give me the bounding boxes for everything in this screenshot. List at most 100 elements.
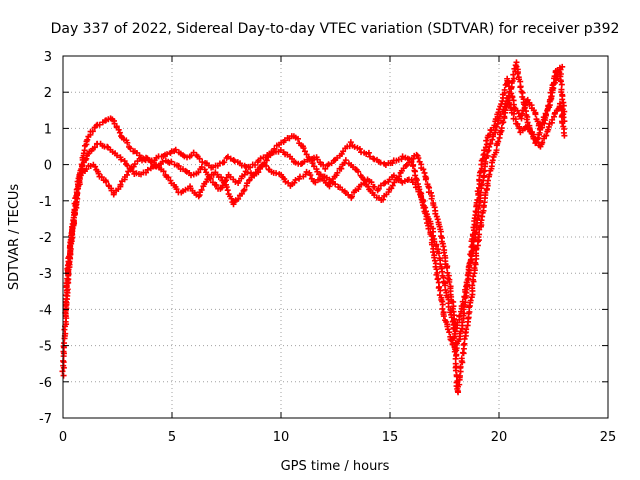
data-point	[441, 249, 448, 256]
data-point	[355, 168, 362, 175]
data-point	[461, 335, 468, 342]
data-point	[489, 136, 496, 143]
data-point	[417, 192, 424, 199]
y-tick-label: -1	[39, 195, 52, 210]
data-point	[271, 145, 278, 152]
x-tick-label: 10	[273, 430, 290, 445]
data-point	[526, 125, 533, 132]
data-point	[510, 71, 517, 78]
data-point	[371, 183, 378, 190]
data-point	[482, 158, 489, 165]
y-tick-label: -7	[39, 412, 52, 427]
data-point	[535, 135, 542, 142]
data-point	[415, 155, 422, 162]
data-point	[153, 163, 160, 170]
data-point	[115, 126, 122, 133]
data-point	[469, 282, 476, 289]
y-tick-label: 1	[44, 122, 52, 137]
data-point	[257, 155, 264, 162]
data-point	[516, 125, 523, 132]
data-point	[486, 171, 493, 178]
data-point	[451, 334, 458, 341]
data-point	[364, 183, 371, 190]
data-point	[173, 186, 180, 193]
data-point	[358, 181, 365, 188]
data-point	[486, 143, 493, 150]
data-point	[410, 155, 417, 162]
data-point	[70, 214, 77, 221]
data-point	[470, 273, 477, 280]
data-point	[421, 169, 428, 176]
data-point	[273, 170, 280, 177]
data-point	[92, 163, 99, 170]
data-point	[206, 175, 213, 182]
data-point	[471, 265, 478, 272]
data-point	[84, 136, 91, 143]
y-tick-label: -3	[39, 267, 52, 282]
data-point	[294, 135, 301, 142]
data-point	[559, 119, 566, 126]
series-trace-3	[64, 59, 566, 396]
data-point	[430, 232, 437, 239]
y-tick-labels: -7 -6 -5 -4 -3 -2 -1 0 1 2 3	[39, 50, 52, 427]
data-point	[460, 341, 467, 348]
tick-marks	[62, 55, 609, 419]
data-point	[409, 163, 416, 170]
data-point	[472, 259, 479, 266]
data-point	[213, 182, 220, 189]
data-point	[492, 127, 499, 134]
data-point	[98, 174, 105, 181]
x-tick-label: 0	[59, 430, 67, 445]
data-point	[160, 168, 167, 175]
data-point	[542, 114, 549, 121]
data-point	[117, 181, 124, 188]
data-point	[433, 266, 440, 273]
data-point	[478, 181, 485, 188]
data-point	[514, 70, 521, 77]
data-point	[340, 148, 347, 155]
x-tick-label: 15	[382, 430, 399, 445]
data-point	[459, 298, 466, 305]
data-point	[263, 157, 270, 164]
data-point	[116, 129, 123, 136]
data-point	[498, 125, 505, 132]
data-point	[380, 196, 387, 203]
x-tick-labels: 0 5 10 15 20 25	[59, 430, 616, 445]
data-point	[501, 113, 508, 120]
data-point	[434, 276, 441, 283]
data-point	[447, 336, 454, 343]
series-trace-1	[59, 66, 568, 379]
data-point	[559, 63, 566, 70]
data-point	[476, 195, 483, 202]
data-point	[493, 123, 500, 130]
data-point	[546, 102, 553, 109]
y-tick-label: -2	[39, 231, 52, 246]
data-point	[131, 161, 138, 168]
data-point	[221, 159, 228, 166]
data-point	[377, 159, 384, 166]
data-point	[375, 185, 382, 192]
data-point	[124, 171, 131, 178]
y-tick-label: -6	[39, 376, 52, 391]
data-point	[175, 162, 182, 169]
data-point	[172, 146, 179, 153]
data-point	[530, 131, 537, 138]
data-point	[338, 165, 345, 172]
data-point	[389, 182, 396, 189]
data-point	[309, 160, 316, 167]
data-point	[500, 119, 507, 126]
x-tick-label: 20	[491, 430, 508, 445]
data-point	[368, 179, 375, 186]
data-point	[96, 121, 103, 128]
data-point	[433, 271, 440, 278]
data-point	[317, 171, 324, 178]
data-point	[95, 170, 102, 177]
data-point	[561, 132, 568, 139]
data-point	[148, 159, 155, 166]
data-point	[413, 151, 420, 158]
data-point	[356, 145, 363, 152]
data-point	[532, 111, 539, 118]
data-point	[218, 174, 225, 181]
data-point	[487, 140, 494, 147]
